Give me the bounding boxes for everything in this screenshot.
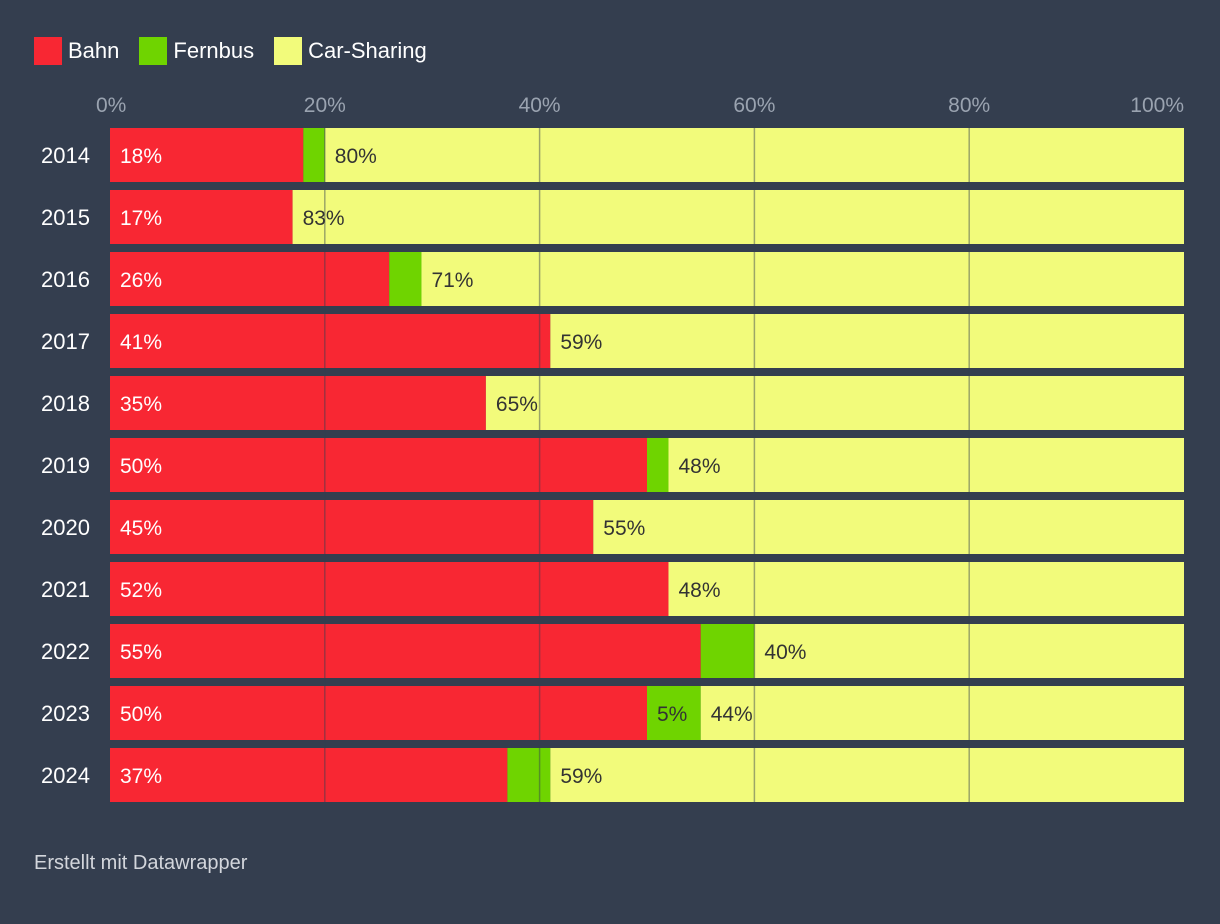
data-label: 55% xyxy=(603,517,645,540)
bar-fernbus xyxy=(389,252,422,306)
data-label: 59% xyxy=(560,765,602,788)
bar-car-sharing xyxy=(550,314,1184,368)
data-label: 59% xyxy=(560,331,602,354)
data-label: 40% xyxy=(764,641,806,664)
data-label: 37% xyxy=(120,765,162,788)
bar-bahn xyxy=(110,376,486,430)
legend: Bahn Fernbus Car-Sharing xyxy=(34,36,447,66)
bar-fernbus xyxy=(303,128,325,182)
bar-car-sharing xyxy=(754,624,1184,678)
bar-car-sharing xyxy=(421,252,1185,306)
bar-bahn xyxy=(110,314,551,368)
category-label: 2014 xyxy=(41,143,90,168)
data-label: 17% xyxy=(120,207,162,230)
legend-item-fernbus: Fernbus xyxy=(139,37,254,65)
legend-swatch-fernbus xyxy=(139,37,168,65)
data-label: 45% xyxy=(120,517,162,540)
x-tick-label: 80% xyxy=(948,94,990,117)
data-label: 5% xyxy=(657,703,687,726)
legend-label-car-sharing: Car-Sharing xyxy=(308,38,427,63)
data-label: 18% xyxy=(120,145,162,168)
bar-fernbus xyxy=(700,624,755,678)
legend-swatch-car-sharing xyxy=(274,37,303,65)
category-label: 2021 xyxy=(41,577,90,602)
x-tick-label: 40% xyxy=(519,94,561,117)
data-label: 35% xyxy=(120,393,162,416)
category-label: 2023 xyxy=(41,701,90,726)
x-tick-label: 100% xyxy=(1130,94,1184,117)
category-label: 2016 xyxy=(41,267,90,292)
x-tick-label: 60% xyxy=(733,94,775,117)
category-label: 2019 xyxy=(41,453,90,478)
bar-bahn xyxy=(110,438,647,492)
bar-bahn xyxy=(110,500,594,554)
category-label: 2015 xyxy=(41,205,90,230)
bar-bahn xyxy=(110,562,669,616)
bar-car-sharing xyxy=(292,190,1185,244)
bar-car-sharing xyxy=(550,748,1184,802)
bar-fernbus xyxy=(647,686,701,740)
data-label: 55% xyxy=(120,641,162,664)
category-label: 2017 xyxy=(41,329,90,354)
legend-item-bahn: Bahn xyxy=(34,37,119,65)
data-label: 65% xyxy=(496,393,538,416)
category-label: 2020 xyxy=(41,515,90,540)
bar-car-sharing xyxy=(668,438,1184,492)
data-label: 41% xyxy=(120,331,162,354)
bar-fernbus xyxy=(507,748,551,802)
data-label: 52% xyxy=(120,579,162,602)
data-label: 48% xyxy=(678,579,720,602)
data-label: 26% xyxy=(120,269,162,292)
data-label: 71% xyxy=(431,269,473,292)
data-label: 44% xyxy=(711,703,753,726)
x-tick-label: 0% xyxy=(96,94,126,117)
legend-label-fernbus: Fernbus xyxy=(173,38,255,63)
bar-bahn xyxy=(110,128,304,182)
bar-bahn xyxy=(110,686,647,740)
legend-swatch-bahn xyxy=(34,37,62,65)
bar-fernbus xyxy=(647,438,669,492)
legend-label-bahn: Bahn xyxy=(68,38,120,63)
bar-bahn xyxy=(110,748,508,802)
data-label: 83% xyxy=(303,207,345,230)
bar-bahn xyxy=(110,252,390,306)
data-label: 50% xyxy=(120,455,162,478)
bar-car-sharing xyxy=(593,500,1184,554)
category-label: 2022 xyxy=(41,639,90,664)
bar-car-sharing xyxy=(668,562,1184,616)
bar-bahn xyxy=(110,190,293,244)
x-tick-label: 20% xyxy=(304,94,346,117)
category-label: 2024 xyxy=(41,763,90,788)
legend-item-car-sharing: Car-Sharing xyxy=(274,37,427,65)
footer-credit: Erstellt mit Datawrapper xyxy=(34,852,248,874)
data-label: 48% xyxy=(678,455,720,478)
data-label: 50% xyxy=(120,703,162,726)
bar-car-sharing xyxy=(485,376,1184,430)
bar-car-sharing xyxy=(324,128,1184,182)
data-label: 80% xyxy=(335,145,377,168)
bar-bahn xyxy=(110,624,701,678)
bar-car-sharing xyxy=(700,686,1184,740)
category-label: 2018 xyxy=(41,391,90,416)
